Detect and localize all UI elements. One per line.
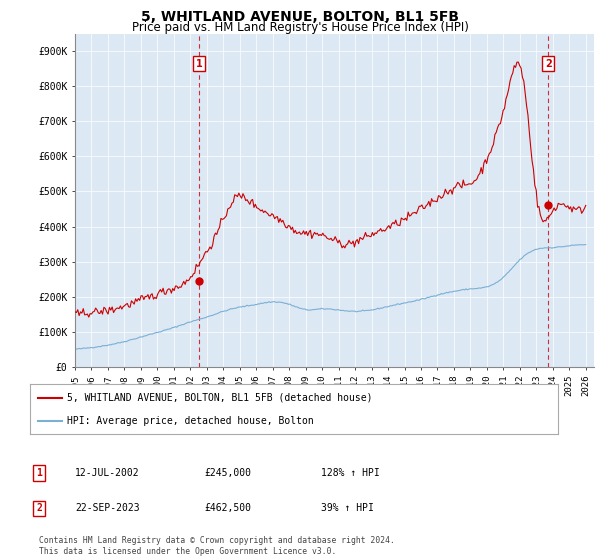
Text: 5, WHITLAND AVENUE, BOLTON, BL1 5FB: 5, WHITLAND AVENUE, BOLTON, BL1 5FB xyxy=(141,10,459,24)
Text: 2: 2 xyxy=(545,59,551,68)
Text: £245,000: £245,000 xyxy=(204,468,251,478)
Text: HPI: Average price, detached house, Bolton: HPI: Average price, detached house, Bolt… xyxy=(67,417,314,426)
Text: Price paid vs. HM Land Registry's House Price Index (HPI): Price paid vs. HM Land Registry's House … xyxy=(131,21,469,34)
Text: 12-JUL-2002: 12-JUL-2002 xyxy=(75,468,140,478)
Text: 22-SEP-2023: 22-SEP-2023 xyxy=(75,503,140,514)
Text: 1: 1 xyxy=(196,59,202,68)
Text: 39% ↑ HPI: 39% ↑ HPI xyxy=(321,503,374,514)
Text: £462,500: £462,500 xyxy=(204,503,251,514)
Text: 1: 1 xyxy=(36,468,42,478)
Text: 2: 2 xyxy=(36,503,42,514)
Text: 5, WHITLAND AVENUE, BOLTON, BL1 5FB (detached house): 5, WHITLAND AVENUE, BOLTON, BL1 5FB (det… xyxy=(67,393,373,403)
Text: Contains HM Land Registry data © Crown copyright and database right 2024.
This d: Contains HM Land Registry data © Crown c… xyxy=(39,536,395,556)
Text: 128% ↑ HPI: 128% ↑ HPI xyxy=(321,468,380,478)
